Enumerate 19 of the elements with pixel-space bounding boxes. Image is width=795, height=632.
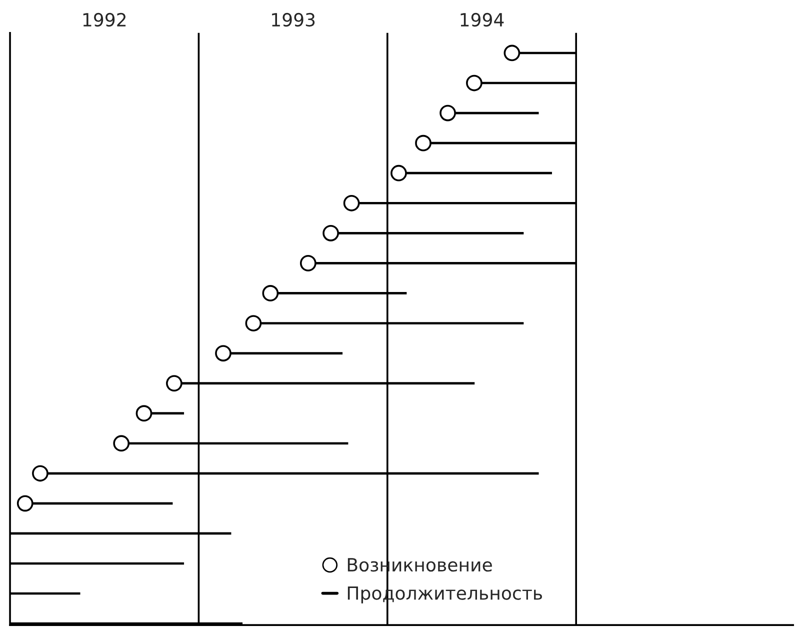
x-tick-label: 1994	[460, 12, 504, 27]
point	[262, 285, 279, 302]
point	[215, 345, 232, 362]
point	[245, 315, 262, 332]
point	[343, 194, 360, 212]
point	[466, 74, 482, 92]
point	[322, 224, 339, 242]
x-tick-label: 1992	[83, 12, 126, 27]
point	[166, 375, 182, 392]
point	[390, 164, 407, 182]
point	[440, 104, 456, 122]
point	[136, 405, 152, 422]
point	[113, 435, 130, 452]
point	[16, 495, 34, 512]
point	[32, 465, 48, 482]
point	[504, 44, 520, 62]
x-tick-label: 1993	[272, 12, 315, 27]
point	[300, 255, 316, 272]
point	[415, 134, 432, 152]
